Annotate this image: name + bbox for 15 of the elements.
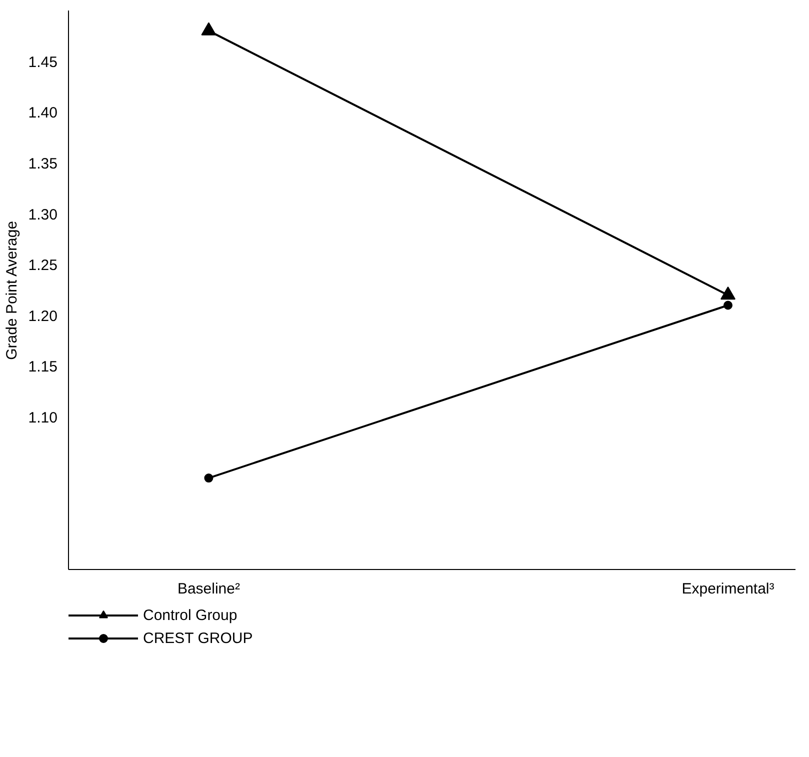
y-tick-label: 1.40	[28, 104, 58, 122]
y-tick-label: 1.30	[28, 206, 58, 224]
y-tick-label: 1.45	[28, 54, 58, 71]
point	[723, 300, 732, 310]
y-axis-title: Grade Point Average	[3, 220, 20, 360]
y-tick-label: 1.15	[28, 358, 58, 376]
point	[204, 474, 214, 483]
y-tick-label: 1.10	[28, 410, 58, 427]
x-tick-label: Baseline²	[177, 580, 240, 598]
legend-label: Control Group	[143, 606, 238, 624]
x-tick-label: Experimental³	[682, 580, 774, 598]
legend-label: CREST GROUP	[143, 630, 253, 646]
y-tick-label: 1.25	[28, 257, 58, 274]
y-tick-label: 1.35	[28, 155, 58, 172]
y-tick-label: 1.20	[28, 308, 58, 325]
